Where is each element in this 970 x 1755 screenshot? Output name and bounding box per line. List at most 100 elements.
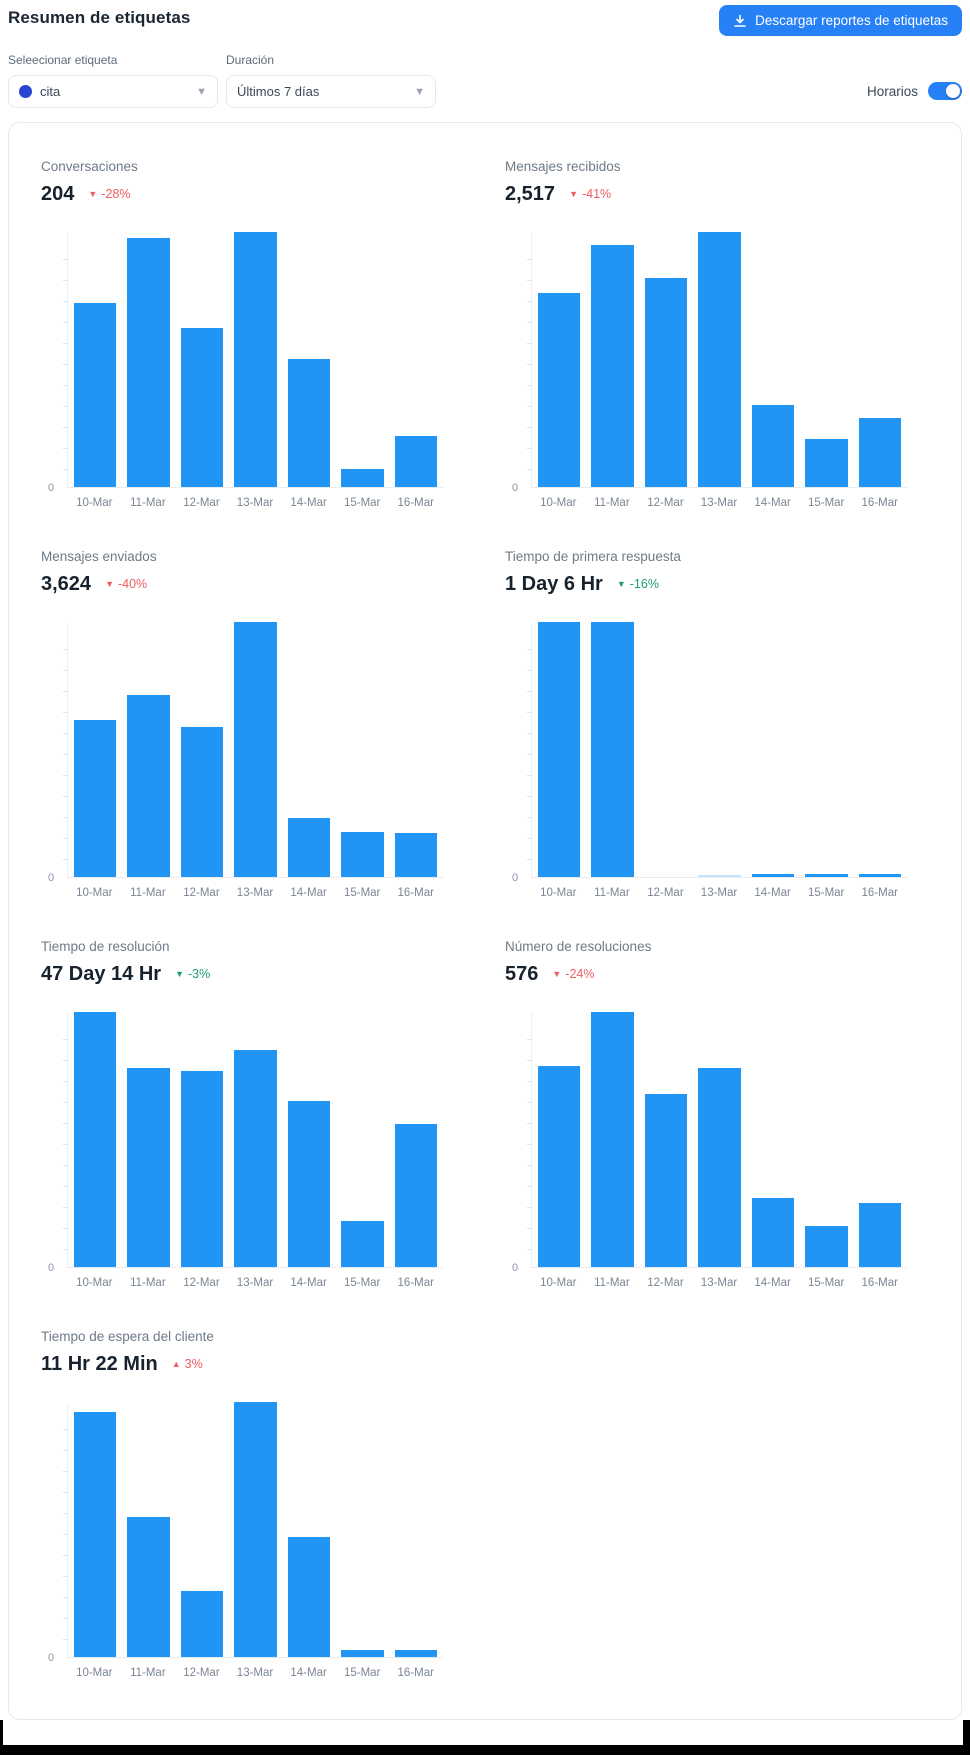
bar-chart: 0 <box>48 622 443 884</box>
trend-percent: -16% <box>629 577 659 591</box>
trend-badge: ▲ 3% <box>172 1357 203 1371</box>
bar <box>805 439 848 487</box>
chart-tiempo-espera-cliente: Tiempo de espera del cliente 11 Hr 22 Mi… <box>41 1329 443 1679</box>
x-axis-label: 15-Mar <box>807 1277 845 1289</box>
filter-bar: Seleecionar etiqueta cita ▼ Duración Últ… <box>0 53 970 108</box>
bar <box>234 1050 277 1267</box>
y-axis-zero-label: 0 <box>512 482 519 494</box>
chart-tiempo-resolucion: Tiempo de resolución 47 Day 14 Hr ▼ -3% 0… <box>41 939 443 1289</box>
bar <box>644 278 688 487</box>
bar <box>287 1101 331 1267</box>
bar <box>538 1066 581 1267</box>
bar <box>74 1012 117 1267</box>
label-color-dot <box>19 85 32 98</box>
metric-value: 3,624 <box>41 572 92 595</box>
bar <box>698 1068 741 1267</box>
trend-percent: -28% <box>101 187 131 201</box>
trend-badge: ▼ -41% <box>569 187 611 201</box>
x-axis-label: 14-Mar <box>290 497 327 509</box>
x-axis-label: 10-Mar <box>540 887 577 899</box>
business-hours-label: Horarios <box>866 83 918 99</box>
x-axis-labels: 10-Mar 11-Mar 12-Mar 13-Mar 14-Mar 15-Mar 16-M… <box>67 497 443 509</box>
bar <box>805 1226 848 1267</box>
label-select-caption: Seleecionar etiqueta <box>8 53 118 67</box>
x-axis-label: 13-Mar <box>700 1277 738 1289</box>
bar <box>74 303 117 487</box>
trend-badge: ▼ -24% <box>552 967 594 981</box>
plot-area: 0 10-Mar 11-Mar 12-Mar 13-Mar 14-Mar 15-Mar 16… <box>41 622 443 899</box>
x-axis-label: 15-Mar <box>807 497 845 509</box>
plot-area: 0 10-Mar 11-Mar 12-Mar 13-Mar 14-Mar 15-Mar 16… <box>505 1012 907 1289</box>
y-axis-zero-label: 0 <box>512 872 519 884</box>
bar <box>394 1124 437 1267</box>
x-axis-label: 12-Mar <box>183 497 220 509</box>
x-axis-labels: 10-Mar 11-Mar 12-Mar 13-Mar 14-Mar 15-Mar 16-M… <box>531 887 907 899</box>
x-axis-label: 10-Mar <box>540 1277 577 1289</box>
bar <box>234 622 277 877</box>
business-hours-toggle[interactable] <box>928 82 962 100</box>
x-axis-label: 16-Mar <box>397 1667 434 1679</box>
x-axis-label: 11-Mar <box>130 497 166 509</box>
bar <box>180 727 224 877</box>
chevron-down-icon: ▼ <box>196 85 207 98</box>
bar <box>127 695 170 877</box>
bar <box>234 232 277 487</box>
x-axis-label: 15-Mar <box>807 887 845 899</box>
chevron-down-icon: ▼ <box>414 85 425 98</box>
metric-value: 576 <box>505 962 539 985</box>
plot-area: 0 10-Mar 11-Mar 12-Mar 13-Mar 14-Mar 15-Mar 16… <box>41 1402 443 1679</box>
x-axis-label: 10-Mar <box>76 497 113 509</box>
metric-value: 1 Day 6 Hr <box>505 572 603 595</box>
x-axis-label: 16-Mar <box>397 497 434 509</box>
bar <box>698 875 741 877</box>
top-bar: Resumen de etiquetas Descargar reportes … <box>0 0 970 36</box>
y-axis-zero-label: 0 <box>48 482 55 494</box>
y-axis-zero-label: 0 <box>48 1652 55 1664</box>
trend-badge: ▼ -3% <box>175 967 210 981</box>
label-select[interactable]: cita ▼ <box>8 75 218 108</box>
x-axis-labels: 10-Mar 11-Mar 12-Mar 13-Mar 14-Mar 15-Mar 16-M… <box>67 1667 443 1679</box>
x-axis-label: 16-Mar <box>397 1277 434 1289</box>
trend-percent: -24% <box>565 967 595 981</box>
x-axis-label: 13-Mar <box>236 497 274 509</box>
chart-title: Conversaciones <box>41 159 138 174</box>
chart-numero-resoluciones: Número de resoluciones 576 ▼ -24% 0 10-Ma… <box>505 939 907 1289</box>
x-axis-label: 10-Mar <box>76 1667 113 1679</box>
bar <box>287 359 331 487</box>
trend-arrow-icon: ▼ <box>569 188 578 199</box>
y-axis-zero-label: 0 <box>512 1262 519 1274</box>
trend-badge: ▼ -40% <box>105 577 147 591</box>
x-axis-label: 15-Mar <box>343 497 381 509</box>
x-axis-label: 14-Mar <box>754 497 791 509</box>
bar <box>591 1012 634 1267</box>
trend-percent: 3% <box>184 1357 203 1371</box>
bar <box>644 1094 688 1267</box>
x-axis-labels: 10-Mar 11-Mar 12-Mar 13-Mar 14-Mar 15-Mar 16-M… <box>531 497 907 509</box>
plot-area: 0 10-Mar 11-Mar 12-Mar 13-Mar 14-Mar 15-Mar 16… <box>41 1012 443 1289</box>
metric-row: 3,624 ▼ -40% <box>41 569 443 599</box>
bar-chart: 0 <box>48 1402 443 1664</box>
x-axis-label: 13-Mar <box>700 887 738 899</box>
chart-mensajes-enviados: Mensajes enviados 3,624 ▼ -40% 0 10-Mar 11… <box>41 549 443 899</box>
trend-percent: -3% <box>188 967 211 981</box>
bar <box>287 818 331 877</box>
chart-mensajes-recibidos: Mensajes recibidos 2,517 ▼ -41% 0 10-Mar 1… <box>505 159 907 509</box>
plot-area: 0 10-Mar 11-Mar 12-Mar 13-Mar 14-Mar 15-Mar 16… <box>41 232 443 509</box>
chart-title: Tiempo de primera respuesta <box>505 549 681 564</box>
x-axis-label: 12-Mar <box>647 497 684 509</box>
download-report-button[interactable]: Descargar reportes de etiquetas <box>719 5 962 36</box>
bar <box>538 622 581 877</box>
chart-title: Mensajes enviados <box>41 549 157 564</box>
bar <box>127 238 170 487</box>
bar <box>805 874 848 877</box>
trend-arrow-icon: ▼ <box>175 968 184 979</box>
bar <box>591 245 634 487</box>
bar-chart: 0 <box>512 232 907 494</box>
x-axis-label: 16-Mar <box>861 1277 898 1289</box>
trend-arrow-icon: ▼ <box>105 578 114 589</box>
metric-row: 11 Hr 22 Min ▲ 3% <box>41 1349 443 1379</box>
chart-title: Tiempo de espera del cliente <box>41 1329 214 1344</box>
duration-select[interactable]: Últimos 7 días ▼ <box>226 75 436 108</box>
bar <box>287 1537 331 1657</box>
chart-tiempo-primera-respuesta: Tiempo de primera respuesta 1 Day 6 Hr ▼… <box>505 549 907 899</box>
